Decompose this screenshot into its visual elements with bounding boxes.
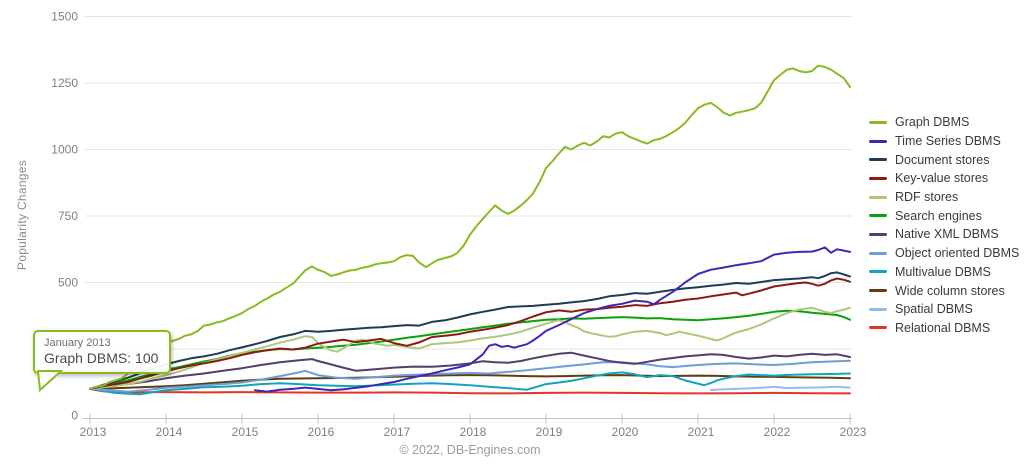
- y-tick-label: 1250: [51, 76, 78, 90]
- legend-label: Graph DBMS: [895, 115, 970, 130]
- series-line-rdf-stores[interactable]: [89, 306, 851, 390]
- legend-swatch-icon: [869, 195, 887, 199]
- x-tick-label: 2013: [80, 425, 107, 439]
- series-line-time-series-dbms[interactable]: [253, 246, 851, 393]
- legend-swatch-icon: [869, 270, 887, 274]
- legend-item-native-xml-dbms[interactable]: Native XML DBMS: [869, 225, 1019, 244]
- series-line-wide-column-stores[interactable]: [89, 374, 851, 390]
- legend-label: Search engines: [895, 208, 982, 223]
- legend-item-wide-column-stores[interactable]: Wide column stores: [869, 281, 1019, 300]
- legend-swatch-icon: [869, 214, 887, 218]
- legend-label: Relational DBMS: [895, 320, 991, 335]
- y-tick-label: 500: [58, 276, 78, 290]
- legend-item-object-oriented-dbms[interactable]: Object oriented DBMS: [869, 244, 1019, 263]
- x-tick-label: 2022: [764, 425, 791, 439]
- tooltip-value: Graph DBMS: 100: [44, 350, 159, 366]
- x-tick-label: 2019: [536, 425, 563, 439]
- tooltip-date: January 2013: [44, 337, 111, 349]
- legend-item-key-value-stores[interactable]: Key-value stores: [869, 169, 1019, 188]
- legend-item-time-series-dbms[interactable]: Time Series DBMS: [869, 132, 1019, 151]
- x-tick-label: 2023: [840, 425, 867, 439]
- legend-swatch-icon: [869, 232, 887, 236]
- chart-tooltip: January 2013 Graph DBMS: 100: [33, 330, 172, 392]
- legend-swatch-icon: [869, 289, 887, 293]
- legend-swatch-icon: [869, 326, 887, 330]
- series-line-spatial-dbms[interactable]: [709, 385, 851, 391]
- legend-label: Wide column stores: [895, 283, 1005, 298]
- series-line-document-stores[interactable]: [89, 271, 851, 390]
- series-line-key-value-stores[interactable]: [89, 277, 851, 390]
- tooltip-pointer-icon: [36, 370, 64, 392]
- legend-label: Document stores: [895, 152, 990, 167]
- y-tick-label: 1500: [51, 10, 78, 24]
- legend-swatch-icon: [869, 251, 887, 255]
- x-tick-label: 2014: [156, 425, 183, 439]
- legend-item-multivalue-dbms[interactable]: Multivalue DBMS: [869, 263, 1019, 282]
- series-line-native-xml-dbms[interactable]: [89, 351, 851, 390]
- y-axis-title: Popularity Changes: [15, 159, 29, 271]
- legend-label: RDF stores: [895, 190, 959, 205]
- x-tick-label: 2016: [308, 425, 335, 439]
- legend-item-spatial-dbms[interactable]: Spatial DBMS: [869, 300, 1019, 319]
- series-line-multivalue-dbms[interactable]: [89, 371, 851, 396]
- legend-swatch-icon: [869, 139, 887, 143]
- chart-legend: Graph DBMS Time Series DBMS Document store…: [869, 113, 1019, 337]
- copyright-footer: © 2022, DB-Engines.com: [399, 443, 541, 457]
- legend-label: Spatial DBMS: [895, 302, 973, 317]
- x-tick-label: 2015: [232, 425, 259, 439]
- x-tick-label: 2017: [384, 425, 411, 439]
- legend-label: Object oriented DBMS: [895, 246, 1020, 261]
- y-tick-label: 750: [58, 209, 78, 223]
- legend-item-graph-dbms[interactable]: Graph DBMS: [869, 113, 1019, 132]
- y-tick-label: 0: [71, 409, 78, 423]
- legend-label: Key-value stores: [895, 171, 989, 186]
- legend-swatch-icon: [869, 120, 887, 124]
- x-tick-label: 2021: [688, 425, 715, 439]
- legend-swatch-icon: [869, 158, 887, 162]
- y-tick-label: 1000: [51, 143, 78, 157]
- series-line-graph-dbms[interactable]: [89, 64, 851, 390]
- legend-item-relational-dbms[interactable]: Relational DBMS: [869, 319, 1019, 338]
- legend-swatch-icon: [869, 307, 887, 311]
- legend-label: Time Series DBMS: [895, 134, 1001, 149]
- series-line-object-oriented-dbms[interactable]: [89, 359, 851, 393]
- legend-item-search-engines[interactable]: Search engines: [869, 206, 1019, 225]
- x-tick-label: 2018: [460, 425, 487, 439]
- legend-label: Native XML DBMS: [895, 227, 999, 242]
- legend-label: Multivalue DBMS: [895, 264, 991, 279]
- legend-item-document-stores[interactable]: Document stores: [869, 150, 1019, 169]
- legend-item-rdf-stores[interactable]: RDF stores: [869, 188, 1019, 207]
- x-tick-label: 2020: [612, 425, 639, 439]
- legend-swatch-icon: [869, 176, 887, 180]
